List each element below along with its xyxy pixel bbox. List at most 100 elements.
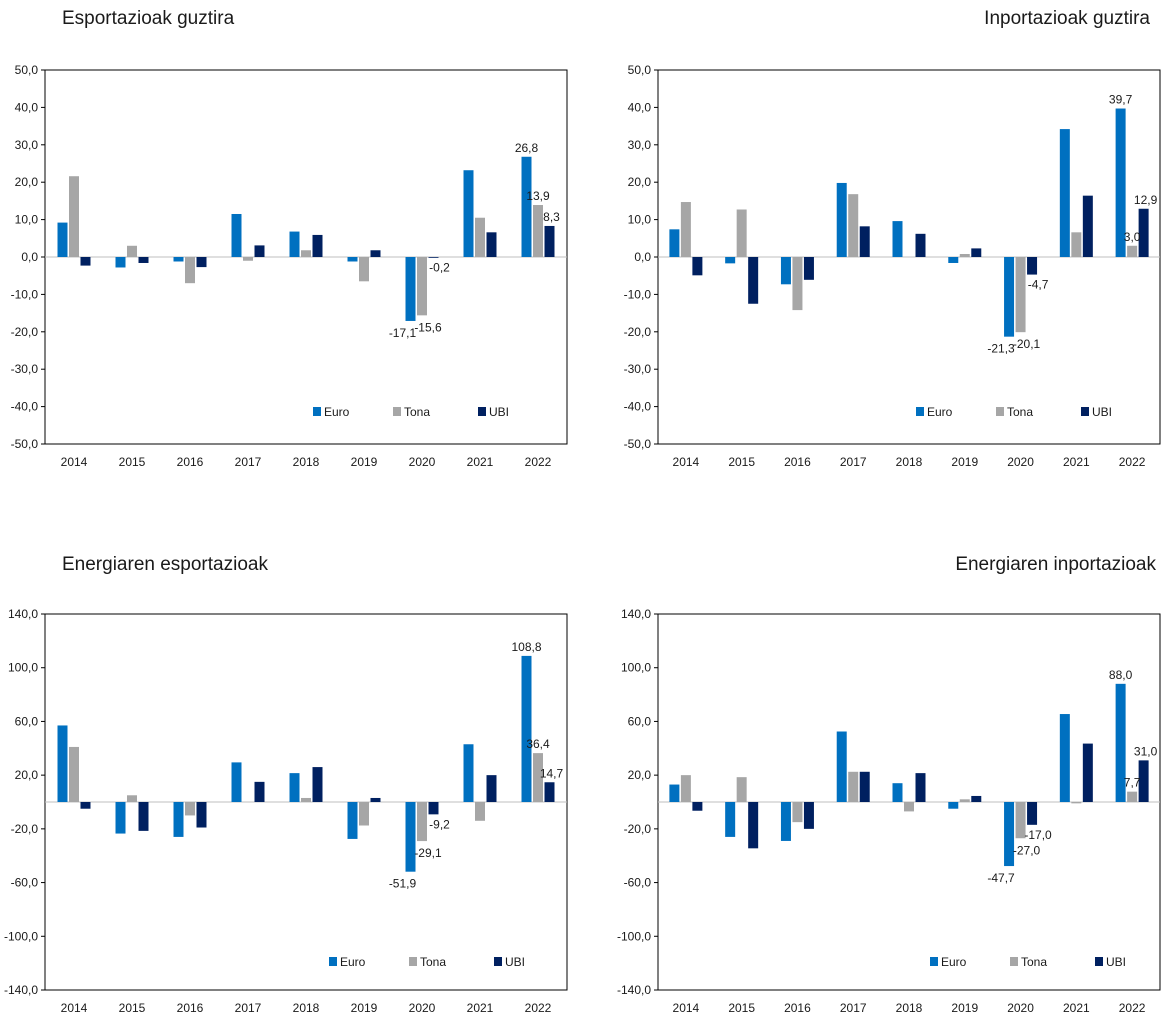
x-tick-label: 2019	[351, 455, 378, 469]
y-tick-label: 0,0	[634, 250, 651, 264]
bar-tona-2014	[680, 202, 691, 257]
bar-tona-2014	[69, 176, 79, 257]
bar-ubi-2021	[486, 232, 497, 257]
bar-ubi-2017	[859, 226, 870, 257]
bar-euro-2015	[115, 802, 126, 834]
data-label: 8,3	[543, 210, 560, 224]
bar-euro-2020	[405, 802, 416, 872]
legend-swatch-euro	[930, 957, 938, 966]
y-tick-label: -20,0	[11, 325, 39, 339]
x-tick-label: 2018	[896, 455, 923, 469]
data-label: 3,0	[1124, 230, 1141, 244]
y-tick-label: 100,0	[621, 661, 651, 675]
chart-title-inportazioak-guztira: Inportazioak guztira	[984, 8, 1150, 29]
x-tick-label: 2014	[61, 455, 88, 469]
data-label: -17,1	[389, 326, 417, 340]
bar-ubi-2019	[971, 795, 982, 802]
data-label: 108,8	[511, 640, 541, 654]
bar-ubi-2022	[544, 782, 555, 802]
y-tick-label: -50,0	[11, 437, 39, 451]
chart-title-energiaren-inportazioak: Energiaren inportazioak	[955, 554, 1156, 575]
bar-ubi-2020	[1027, 802, 1038, 825]
data-label: 88,0	[1109, 668, 1133, 682]
x-tick-label: 2019	[951, 1001, 978, 1015]
data-label: -17,0	[1024, 828, 1052, 842]
data-label: 31,0	[1134, 744, 1158, 758]
y-tick-label: -50,0	[624, 437, 652, 451]
bar-tona-2019	[959, 254, 970, 257]
bar-ubi-2019	[370, 797, 381, 802]
legend-label-tona: Tona	[420, 955, 446, 969]
bar-euro-2020	[405, 257, 416, 321]
bar-tona-2016	[185, 802, 195, 816]
y-tick-label: 20,0	[15, 175, 39, 189]
y-tick-label: -100,0	[4, 929, 38, 943]
legend-swatch-ubi	[1081, 407, 1089, 416]
bar-tona-2020	[417, 257, 427, 316]
data-label: 13,9	[526, 189, 550, 203]
x-tick-label: 2021	[467, 1001, 494, 1015]
bar-ubi-2020	[1027, 257, 1038, 275]
bar-ubi-2022	[1138, 760, 1149, 802]
x-tick-label: 2021	[467, 455, 494, 469]
bar-tona-2022	[1127, 245, 1138, 257]
bar-euro-2017	[836, 731, 847, 802]
y-tick-label: -100,0	[617, 929, 651, 943]
bar-tona-2015	[736, 209, 747, 257]
bar-euro-2014	[57, 725, 68, 802]
x-tick-label: 2019	[951, 455, 978, 469]
data-label: -21,3	[987, 342, 1015, 356]
bar-ubi-2018	[915, 773, 926, 802]
data-label: -4,7	[1028, 278, 1049, 292]
bar-ubi-2014	[80, 257, 91, 266]
bar-ubi-2019	[971, 248, 982, 257]
bar-tona-2022	[533, 753, 543, 802]
bar-tona-2018	[301, 797, 311, 802]
y-tick-label: 50,0	[15, 63, 39, 77]
data-label: 7,7	[1124, 776, 1141, 790]
legend-swatch-euro	[916, 407, 924, 416]
bar-euro-2022	[521, 156, 532, 257]
y-tick-label: 40,0	[628, 100, 652, 114]
x-tick-label: 2021	[1063, 455, 1090, 469]
bar-tona-2019	[359, 802, 369, 826]
data-label: -29,1	[414, 846, 442, 860]
legend-swatch-euro	[313, 407, 321, 416]
bar-euro-2021	[1059, 129, 1070, 257]
x-tick-label: 2017	[840, 455, 867, 469]
bar-euro-2018	[892, 783, 903, 802]
data-label: -27,0	[1013, 843, 1041, 857]
x-tick-label: 2015	[119, 455, 146, 469]
y-tick-label: 10,0	[628, 213, 652, 227]
y-tick-label: 140,0	[8, 607, 38, 621]
bar-euro-2022	[1115, 683, 1126, 802]
legend-swatch-ubi	[494, 957, 502, 966]
y-tick-label: 140,0	[621, 607, 651, 621]
x-tick-label: 2022	[525, 1001, 552, 1015]
y-tick-label: 20,0	[15, 768, 39, 782]
bar-euro-2015	[725, 257, 736, 264]
data-label: -51,9	[389, 877, 417, 891]
bar-ubi-2022	[544, 225, 555, 257]
y-tick-label: -30,0	[624, 362, 652, 376]
legend-label-tona: Tona	[1007, 405, 1033, 419]
x-tick-label: 2019	[351, 1001, 378, 1015]
legend-label-euro: Euro	[324, 405, 350, 419]
bar-ubi-2017	[254, 781, 265, 802]
x-tick-label: 2020	[1007, 1001, 1034, 1015]
bar-tona-2014	[69, 746, 79, 802]
bar-euro-2019	[347, 802, 358, 839]
x-tick-label: 2018	[293, 1001, 320, 1015]
y-tick-label: 50,0	[628, 63, 652, 77]
bar-tona-2016	[185, 257, 195, 284]
bar-euro-2016	[173, 257, 184, 262]
legend-label-tona: Tona	[1021, 955, 1047, 969]
y-tick-label: -20,0	[624, 822, 652, 836]
x-tick-label: 2018	[896, 1001, 923, 1015]
bar-tona-2022	[533, 205, 543, 257]
legend-swatch-tona	[393, 407, 401, 416]
chart-energiaren-esportazioak: 140,0 100,0 60,0 20,0 -20,0 -60,0 -100,0 -140,0…	[4, 607, 568, 1015]
bar-ubi-2018	[312, 767, 323, 802]
x-tick-label: 2014	[61, 1001, 88, 1015]
bar-tona-2015	[127, 795, 137, 802]
